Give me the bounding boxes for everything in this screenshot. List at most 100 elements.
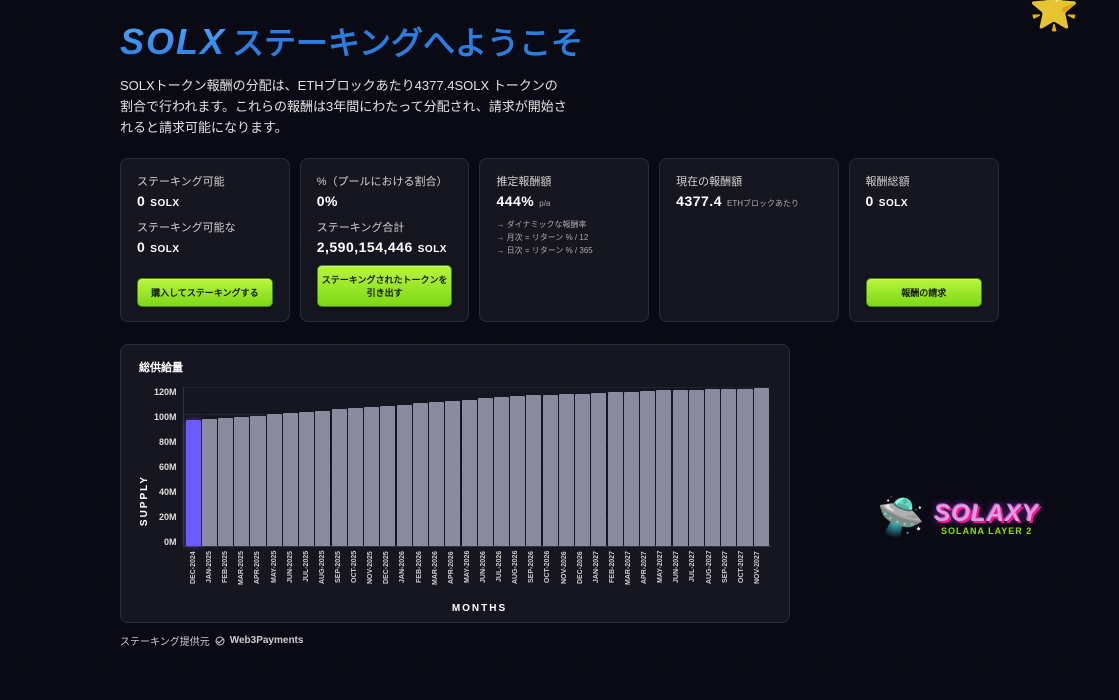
chart-bar[interactable] [186, 420, 201, 546]
chart-bar[interactable] [559, 394, 574, 546]
chart-bar[interactable] [429, 402, 444, 546]
chart-bar[interactable] [591, 393, 606, 546]
current-reward-unit: ETHブロックあたり [727, 198, 799, 209]
stakeable2-unit: SOLX [150, 244, 179, 255]
chart-bar[interactable] [624, 392, 639, 547]
x-tick: JAN-2025 [206, 551, 221, 601]
chart-bar[interactable] [737, 389, 752, 547]
total-reward-value: 0 [866, 193, 874, 209]
chart-bar[interactable] [332, 409, 347, 546]
chart-bar[interactable] [364, 407, 379, 546]
x-tick: DEC-2024 [190, 551, 205, 601]
chart-bar[interactable] [510, 396, 525, 546]
chart-y-ticks: 120M100M80M60M40M20M0M [154, 387, 177, 547]
chart-bar[interactable] [494, 397, 509, 546]
x-tick: OCT-2025 [351, 551, 366, 601]
chart-bar[interactable] [673, 390, 688, 547]
x-tick: JAN-2026 [399, 551, 414, 601]
chart-x-ticks: DEC-2024JAN-2025FEB-2025MAR-2025APR-2025… [188, 551, 771, 601]
x-tick: SEP-2026 [528, 551, 543, 601]
chart-bar[interactable] [575, 394, 590, 547]
stakeable2-label: ステーキング可能な [137, 219, 273, 235]
chart-bar[interactable] [721, 389, 736, 547]
x-tick: APR-2026 [448, 551, 463, 601]
chart-bar[interactable] [202, 419, 217, 546]
x-tick: JUN-2025 [287, 551, 302, 601]
reward-note-3: → 日次 = リターン % / 365 [496, 245, 632, 258]
stakeable2-value: 0 [137, 239, 145, 255]
solaxy-logo: 🛸 SOLAXY SOLANA LAYER 2 [877, 496, 1039, 540]
x-tick: MAR-2026 [432, 551, 447, 601]
est-reward-unit: p/a [539, 199, 550, 208]
chart-bar[interactable] [608, 392, 623, 546]
chart-bar[interactable] [640, 391, 655, 546]
card-total-rewards: 報酬総額 0 SOLX 報酬の請求 [849, 158, 999, 322]
y-tick: 80M [154, 437, 177, 447]
buy-stake-button[interactable]: 購入してステーキングする [137, 278, 273, 307]
footer-prefix: ステーキング提供元 [120, 633, 210, 648]
x-tick: MAY-2025 [271, 551, 286, 601]
x-tick: OCT-2026 [544, 551, 559, 601]
reward-note-1: → ダイナミックな報酬率 [496, 219, 632, 232]
chart-bar[interactable] [705, 389, 720, 546]
y-tick: 120M [154, 387, 177, 397]
chart-bar[interactable] [656, 390, 671, 546]
card-estimated-rewards: 推定報酬額 444% p/a → ダイナミックな報酬率 → 月次 = リターン … [479, 158, 649, 322]
supply-chart-panel: 総供給量 SUPPLY 120M100M80M60M40M20M0M DEC-2… [120, 344, 790, 623]
x-tick: JUL-2027 [689, 551, 704, 601]
chart-bar[interactable] [689, 390, 704, 547]
x-tick: MAY-2026 [464, 551, 479, 601]
chart-bar[interactable] [267, 414, 282, 546]
chart-bar[interactable] [754, 388, 769, 546]
chart-bar[interactable] [543, 395, 558, 547]
chart-bar[interactable] [462, 400, 477, 547]
card-current-reward: 現在の報酬額 4377.4 ETHブロックあたり [659, 158, 838, 322]
x-tick: FEB-2025 [222, 551, 237, 601]
chart-bar[interactable] [348, 408, 363, 546]
chart-bar[interactable] [299, 412, 314, 547]
logo-subtitle: SOLANA LAYER 2 [941, 526, 1032, 536]
stakeable-value: 0 [137, 193, 145, 209]
chart-x-axis-label: MONTHS [188, 603, 771, 614]
total-staked-value: 2,590,154,446 [317, 239, 413, 255]
y-tick: 0M [154, 537, 177, 547]
total-reward-label: 報酬総額 [866, 173, 982, 189]
current-reward-value: 4377.4 [676, 193, 722, 209]
chart-bar[interactable] [445, 401, 460, 547]
chart-bar[interactable] [250, 416, 265, 547]
stakeable-label: ステーキング可能 [137, 173, 273, 189]
est-reward-value: 444% [496, 193, 534, 209]
chart-bar[interactable] [397, 405, 412, 547]
x-tick: APR-2027 [641, 551, 656, 601]
chart-bar[interactable] [413, 403, 428, 546]
x-tick: DEC-2025 [383, 551, 398, 601]
chart-bar[interactable] [218, 418, 233, 546]
x-tick: AUG-2025 [319, 551, 334, 601]
card-stakeable: ステーキング可能 0 SOLX ステーキング可能な 0 SOLX 購入してステー… [120, 158, 290, 322]
x-tick: MAR-2025 [238, 551, 253, 601]
chart-bar[interactable] [380, 406, 395, 547]
chart-bar[interactable] [478, 398, 493, 546]
pool-percent-label: %（プールにおける割合） [317, 173, 453, 189]
chart-bar[interactable] [526, 395, 541, 546]
x-tick: NOV-2026 [561, 551, 576, 601]
stats-cards-row: ステーキング可能 0 SOLX ステーキング可能な 0 SOLX 購入してステー… [120, 158, 999, 322]
x-tick: SEP-2027 [722, 551, 737, 601]
chart-title: 総供給量 [139, 359, 771, 375]
claim-rewards-button[interactable]: 報酬の請求 [866, 278, 982, 307]
title-text: ステーキングへようこそ [232, 18, 583, 64]
x-tick: SEP-2025 [335, 551, 350, 601]
withdraw-button[interactable]: ステーキングされたトークンを引き出す [317, 265, 453, 307]
x-tick: AUG-2027 [706, 551, 721, 601]
chart-bar[interactable] [234, 417, 249, 547]
y-tick: 100M [154, 412, 177, 422]
total-staked-label: ステーキング合計 [317, 219, 453, 235]
x-tick: OCT-2027 [738, 551, 753, 601]
decorative-sprite: 🌟 [1029, 0, 1079, 32]
x-tick: JUN-2026 [480, 551, 495, 601]
provider-icon [215, 636, 225, 646]
x-tick: JUL-2026 [496, 551, 511, 601]
x-tick: MAR-2027 [625, 551, 640, 601]
chart-bar[interactable] [283, 413, 298, 546]
chart-bar[interactable] [315, 411, 330, 547]
